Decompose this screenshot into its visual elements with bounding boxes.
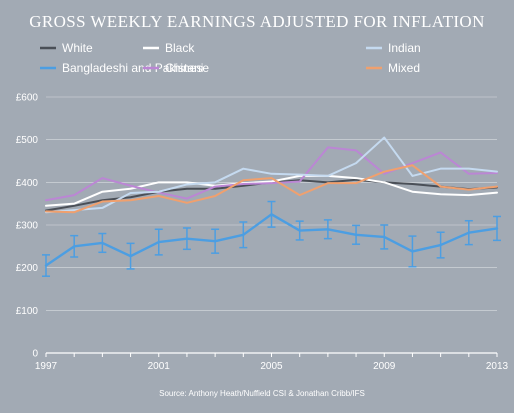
legend-item: Chinese xyxy=(143,61,209,75)
x-tick-label: 2013 xyxy=(486,361,509,372)
legend-label: Mixed xyxy=(388,61,420,75)
y-tick-label: £400 xyxy=(16,178,39,189)
series-line xyxy=(45,174,498,207)
y-tick-label: £600 xyxy=(16,93,39,104)
legend-item: Black xyxy=(143,41,195,55)
x-tick-label: 2005 xyxy=(260,361,283,372)
legend-item: Indian xyxy=(366,41,421,55)
series-chinese xyxy=(45,146,498,202)
chart-title: GROSS WEEKLY EARNINGS ADJUSTED FOR INFLA… xyxy=(29,12,485,31)
series-line xyxy=(45,164,498,214)
y-tick-label: £500 xyxy=(16,135,39,146)
x-tick-label: 1997 xyxy=(35,361,58,372)
legend-item: Mixed xyxy=(366,61,420,75)
series-black xyxy=(45,174,498,207)
legend-label: Indian xyxy=(388,41,421,55)
legend-label: Chinese xyxy=(165,61,209,75)
x-tick-label: 2001 xyxy=(148,361,171,372)
y-tick-label: £100 xyxy=(16,306,39,317)
legend-item: Bangladeshi and Pakistani xyxy=(40,61,203,75)
series-mixed xyxy=(45,164,498,214)
chart-source: Source: Anthony Heath/Nuffield CSI & Jon… xyxy=(159,389,365,398)
legend-label: Black xyxy=(165,41,195,55)
legend-item: White xyxy=(40,41,93,55)
x-axis: 1997 2001 2005 2009 2013 xyxy=(35,352,509,372)
legend-label: Bangladeshi and Pakistani xyxy=(62,61,203,75)
series-bangladeshi-and-pakistani xyxy=(42,200,501,277)
legend-label: White xyxy=(62,41,93,55)
y-tick-label: £200 xyxy=(16,263,39,274)
y-tick-label: 0 xyxy=(32,349,38,360)
legend: White Bangladeshi and Pakistani Black Chine… xyxy=(40,41,421,75)
series-layer xyxy=(42,136,501,277)
series-line xyxy=(45,146,498,202)
x-tick-label: 2009 xyxy=(373,361,396,372)
y-axis: 0 £100 £200 £300 £400 £500 £600 xyxy=(16,93,39,360)
y-tick-label: £300 xyxy=(16,221,39,232)
